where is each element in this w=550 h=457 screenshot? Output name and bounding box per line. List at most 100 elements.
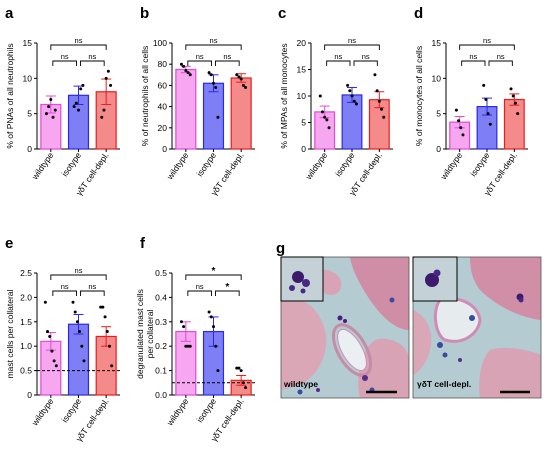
significance-label: ns bbox=[348, 36, 356, 45]
significance-label: * bbox=[212, 266, 216, 277]
panel-letter-e: e bbox=[5, 235, 13, 252]
data-point bbox=[239, 77, 243, 81]
y-tick-label: 0.0 bbox=[155, 390, 167, 400]
significance-bracket bbox=[52, 290, 77, 296]
significance-bracket bbox=[324, 44, 380, 50]
micrograph-wildtype bbox=[281, 257, 409, 398]
data-point bbox=[244, 86, 248, 90]
data-point bbox=[350, 94, 354, 98]
inset-mast-cell-depleted bbox=[425, 273, 439, 287]
y-tick-label: 0 bbox=[436, 144, 441, 154]
data-point bbox=[212, 81, 215, 85]
significance-label: ns bbox=[210, 36, 218, 45]
data-point bbox=[73, 310, 77, 314]
significance-bracket bbox=[50, 274, 107, 280]
significance-label: ns bbox=[334, 52, 342, 61]
data-point bbox=[216, 369, 220, 373]
inset-depleted bbox=[412, 256, 458, 302]
significance-bracket bbox=[215, 290, 240, 296]
data-point bbox=[184, 344, 188, 348]
y-tick-label: 0.2 bbox=[155, 341, 167, 351]
data-point bbox=[382, 115, 386, 119]
data-point bbox=[50, 349, 54, 353]
significance-bracket bbox=[459, 44, 515, 50]
x-tick-label: wildtype bbox=[164, 150, 191, 182]
y-tick-label: 0.5 bbox=[155, 268, 167, 278]
x-tick-label: wildtype bbox=[164, 396, 191, 428]
data-point bbox=[43, 300, 47, 304]
y-tick-label: 5 bbox=[436, 109, 441, 119]
x-tick-label: wildtype bbox=[29, 396, 56, 428]
data-point bbox=[209, 315, 213, 319]
data-point bbox=[82, 359, 86, 363]
significance-bracket bbox=[461, 60, 486, 66]
data-point bbox=[102, 108, 106, 112]
micrograph-label-wildtype: wildtype bbox=[283, 379, 318, 389]
y-tick-label: 0.3 bbox=[155, 317, 167, 327]
significance-label: ns bbox=[497, 52, 505, 61]
data-point bbox=[109, 83, 113, 87]
chart-panel-c: c 0 5 10 15 20 % of MPAs of all monocytes wildt… bbox=[278, 5, 393, 197]
y-axis-title: % of PNAs of all neutrophils bbox=[5, 43, 15, 148]
significance-label: ns bbox=[75, 266, 83, 275]
y-tick-label: 0.4 bbox=[155, 292, 167, 302]
data-point bbox=[320, 110, 324, 114]
x-tick-label: isotype bbox=[333, 150, 357, 178]
data-point bbox=[516, 112, 520, 116]
y-tick-label: 1.0 bbox=[20, 341, 32, 351]
bar-γδT cell-depl. bbox=[230, 77, 252, 150]
data-point bbox=[352, 99, 356, 103]
chart-panel-a: a 0 5 10 15 % of PNAs of all neutrophils wildt… bbox=[5, 5, 120, 197]
y-tick-label: 0.1 bbox=[155, 366, 167, 376]
data-point bbox=[214, 344, 218, 348]
bar-isotype bbox=[341, 94, 363, 150]
bar-γδT cell-depl. bbox=[503, 98, 525, 150]
y-tick-label: 0 bbox=[27, 390, 32, 400]
significance-bracket bbox=[185, 274, 242, 280]
y-axis-title: % of monocytes of all cells bbox=[414, 46, 424, 146]
y-tick-label: 10 bbox=[23, 73, 33, 83]
y-tick-label: 80 bbox=[158, 59, 168, 69]
data-point bbox=[78, 330, 82, 334]
y-axis-title: % of neutrophils of all cells bbox=[140, 46, 150, 147]
data-point bbox=[47, 105, 51, 109]
data-point bbox=[509, 87, 513, 91]
micrograph-wildtype-frame bbox=[280, 256, 410, 399]
significance-bracket bbox=[326, 60, 351, 66]
significance-label: ns bbox=[88, 52, 96, 61]
y-tick-label: 0 bbox=[162, 144, 167, 154]
data-point bbox=[179, 62, 183, 66]
x-tick-label: wildtype bbox=[438, 150, 465, 182]
significance-bracket bbox=[52, 60, 77, 66]
data-point bbox=[375, 89, 379, 93]
data-point bbox=[212, 325, 215, 329]
data-point bbox=[186, 344, 190, 348]
significance-bracket bbox=[80, 290, 105, 296]
data-point bbox=[325, 118, 329, 122]
data-point bbox=[513, 101, 517, 105]
y-axis-title: per collateral bbox=[145, 310, 155, 359]
data-point bbox=[105, 330, 109, 334]
chart-panel-b: b 0 20 40 60 80 100% of neutrophils of all cel… bbox=[140, 5, 255, 197]
data-point bbox=[100, 115, 104, 119]
significance-label: ns bbox=[196, 52, 204, 61]
micrograph-label-depleted: γδT cell-depl. bbox=[417, 379, 471, 389]
inset-mast-cell-wildtype bbox=[292, 271, 304, 283]
data-point bbox=[52, 359, 56, 363]
chart-panel-d: d 0 5 10 15 % of monocytes of all cells wildty… bbox=[414, 5, 528, 197]
significance-label: * bbox=[225, 282, 229, 293]
y-tick-label: 20 bbox=[297, 38, 307, 48]
panel-letter-c: c bbox=[278, 5, 286, 22]
data-point bbox=[348, 89, 352, 93]
significance-bracket bbox=[353, 60, 378, 66]
chart-panel-f: f 0.0 0.1 0.2 0.3 0.4 0.5 degranulated mast cel… bbox=[135, 235, 257, 443]
bar-wildtype bbox=[175, 68, 197, 150]
significance-label: ns bbox=[483, 36, 491, 45]
data-point bbox=[101, 305, 105, 309]
data-point bbox=[72, 105, 76, 109]
y-tick-label: 100 bbox=[153, 38, 167, 48]
y-tick-label: 0.5 bbox=[20, 366, 32, 376]
data-point bbox=[237, 366, 241, 370]
data-point bbox=[186, 71, 190, 75]
